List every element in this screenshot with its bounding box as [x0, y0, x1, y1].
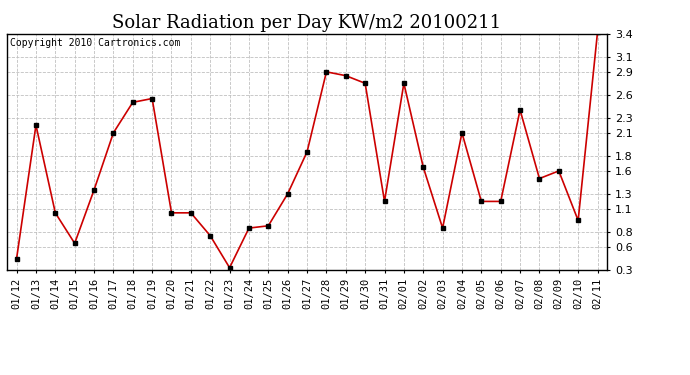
Title: Solar Radiation per Day KW/m2 20100211: Solar Radiation per Day KW/m2 20100211 — [112, 14, 502, 32]
Text: Copyright 2010 Cartronics.com: Copyright 2010 Cartronics.com — [10, 39, 180, 48]
